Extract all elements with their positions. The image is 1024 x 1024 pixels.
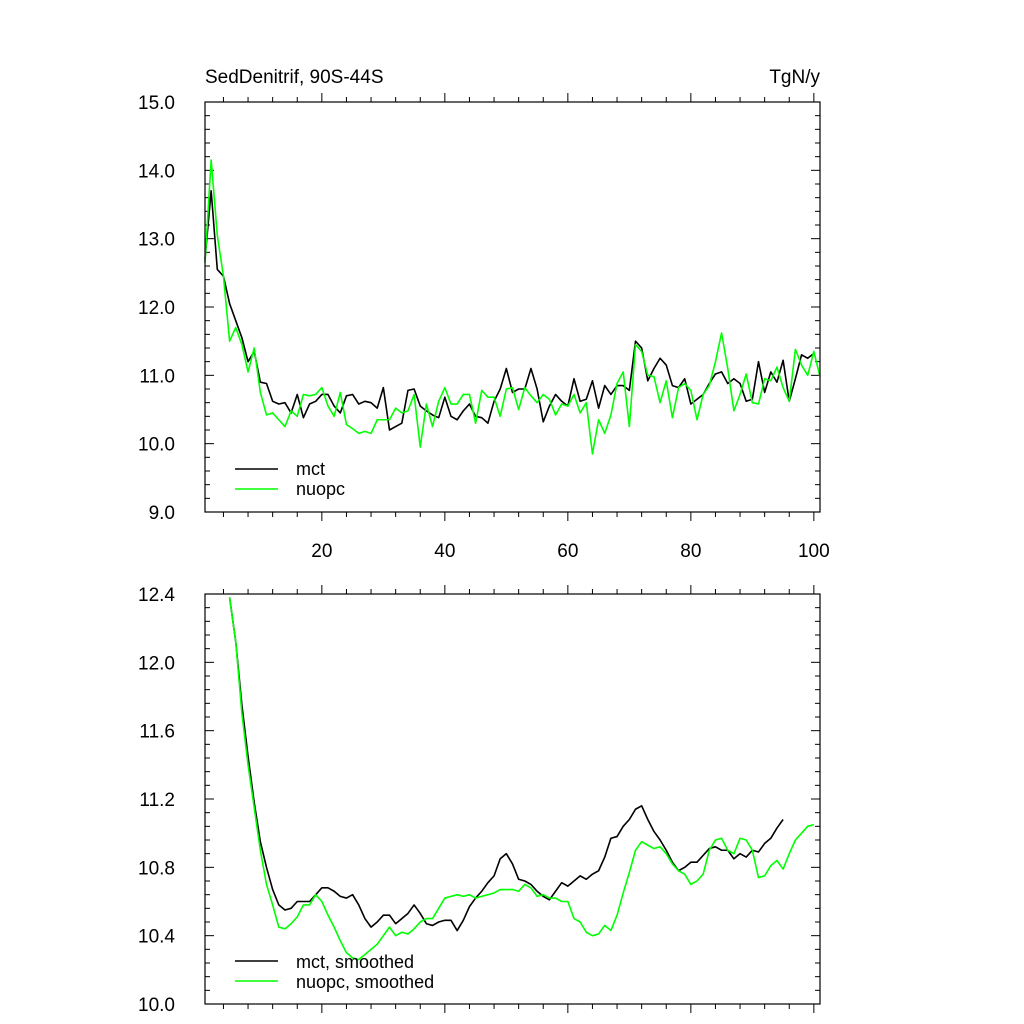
series-line-mct-smoothed	[228, 597, 784, 932]
series-line-mct	[204, 190, 815, 431]
top-y-tick-labels: 9.0 10.0 11.0 12.0 13.0 14.0 15.0	[138, 93, 175, 524]
x-tick-label: 20	[311, 541, 332, 562]
y-tick-label: 10.4	[138, 927, 175, 948]
x-tick-label: 40	[434, 541, 455, 562]
y-tick-label: 15.0	[138, 93, 175, 114]
top-legend: mct nuopc	[235, 459, 345, 499]
bottom-axis-ticks	[205, 585, 820, 1013]
y-tick-label: 10.8	[138, 858, 175, 879]
y-tick-label: 11.2	[139, 790, 175, 811]
top-panel: SedDenitrif, 90S-44S TgN/y 9.0 10.0 11.0 12…	[138, 67, 830, 562]
y-tick-label: 12.0	[138, 653, 175, 674]
top-axis-ticks	[205, 93, 820, 521]
bottom-y-tick-labels: 10.0 10.4 10.8 11.2 11.6 12.0 12.4	[138, 585, 175, 1016]
top-series-group	[204, 159, 821, 455]
bottom-plot-frame	[204, 593, 821, 1005]
legend-label-mct: mct	[296, 459, 325, 479]
panel-title-left: SedDenitrif, 90S-44S	[205, 67, 384, 88]
y-tick-label: 11.6	[139, 722, 175, 743]
y-tick-label: 10.0	[138, 435, 175, 456]
series-line-nuopc	[204, 159, 821, 455]
legend-label-nuopc: nuopc	[296, 479, 345, 499]
x-tick-label: 60	[557, 541, 578, 562]
top-plot-frame	[204, 101, 821, 513]
series-line-nuopc-smoothed	[228, 597, 815, 961]
y-tick-label: 12.4	[138, 585, 175, 606]
x-tick-label: 100	[798, 541, 830, 562]
y-tick-label: 12.0	[138, 298, 175, 319]
y-tick-label: 11.0	[139, 366, 175, 387]
y-tick-label: 9.0	[149, 503, 175, 524]
x-tick-label: 80	[680, 541, 701, 562]
legend-label-nuopc-smoothed: nuopc, smoothed	[296, 972, 434, 992]
y-tick-label: 13.0	[138, 230, 175, 251]
bottom-series-group	[228, 597, 815, 961]
y-tick-label: 14.0	[138, 161, 175, 182]
bottom-panel: 10.0 10.4 10.8 11.2 11.6 12.0 12.4 mct, smooth…	[138, 585, 821, 1016]
panel-title-right: TgN/y	[769, 67, 820, 88]
legend-label-mct-smoothed: mct, smoothed	[296, 952, 414, 972]
bottom-legend: mct, smoothed nuopc, smoothed	[235, 952, 434, 992]
y-tick-label: 10.0	[138, 995, 175, 1016]
top-x-tick-labels: 20 40 60 80 100	[311, 541, 829, 562]
